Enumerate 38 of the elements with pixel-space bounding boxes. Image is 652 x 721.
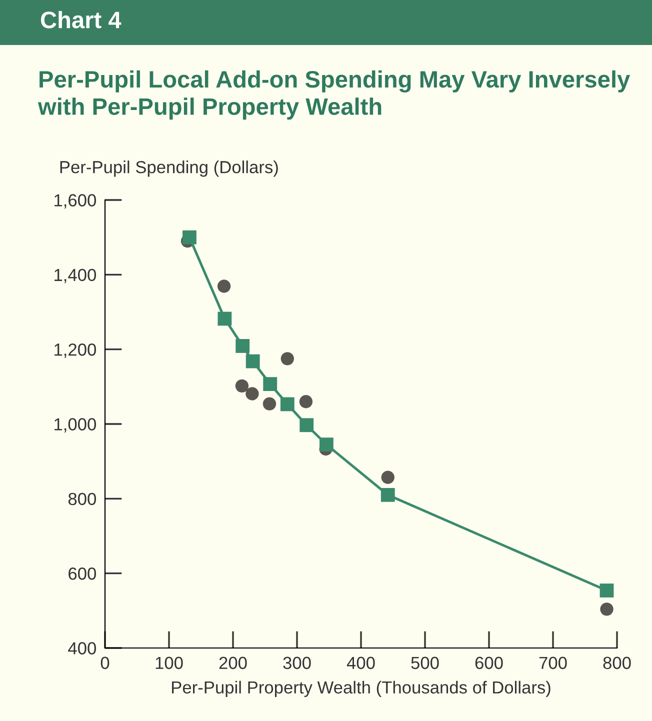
y-tick-label: 1,200 <box>54 344 96 358</box>
y-tick-label: 400 <box>68 642 96 654</box>
point <box>246 387 259 400</box>
point <box>217 280 231 293</box>
point <box>600 602 614 616</box>
point <box>600 584 614 598</box>
x-tick-label: 500 <box>411 656 439 670</box>
chart-title: Chart 4 <box>40 10 122 28</box>
point <box>300 418 314 432</box>
x-tick-label: 800 <box>603 656 631 670</box>
y-tick-label: 1,600 <box>54 194 96 209</box>
x-axis-title: Per-Pupil Property Wealth (Thousands of Dollars) <box>172 680 550 698</box>
x-tick-label: 300 <box>283 656 311 670</box>
point <box>235 379 249 393</box>
point <box>182 230 196 244</box>
y-tick-label: 800 <box>68 492 96 506</box>
point <box>236 339 250 353</box>
point <box>263 377 278 391</box>
point <box>280 352 294 366</box>
point <box>319 438 334 452</box>
x-tick-label: 200 <box>219 656 247 670</box>
point <box>280 397 294 412</box>
x-tick-label: 100 <box>156 656 183 670</box>
point <box>262 397 276 410</box>
point <box>218 312 232 326</box>
x-tick-label: 400 <box>346 656 375 670</box>
x-tick-label: 0 <box>100 656 110 670</box>
point <box>246 354 260 368</box>
y-tick-label: 1,400 <box>54 268 96 284</box>
y-axis-title: Per-Pupil Spending (Dollars) <box>60 160 278 177</box>
chart-subtitle: Per-Pupil Local Add-on Spending May Vary Inversely with Per-Pupil Property Wealth <box>38 70 630 120</box>
x-tick-label: 600 <box>475 656 503 670</box>
point <box>380 488 395 502</box>
y-tick-label: 1,000 <box>54 418 96 433</box>
y-tick-label: 600 <box>68 568 96 580</box>
point <box>299 395 313 408</box>
x-tick-label: 700 <box>539 656 567 670</box>
point <box>381 470 394 484</box>
